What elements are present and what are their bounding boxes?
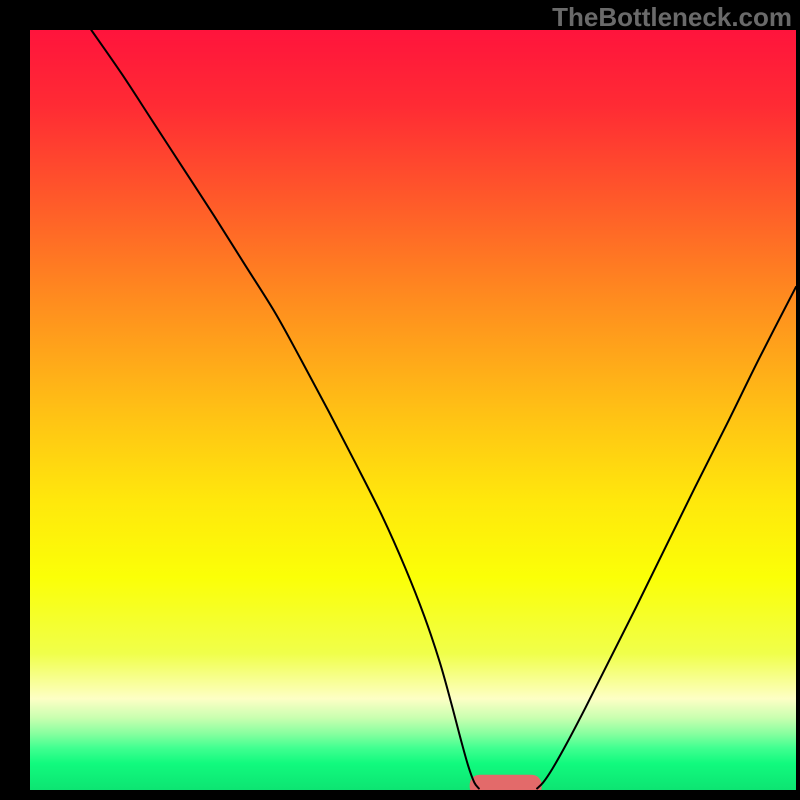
gradient-background bbox=[30, 30, 796, 790]
watermark-text: TheBottleneck.com bbox=[552, 2, 792, 33]
minimum-marker bbox=[470, 775, 542, 790]
plot-area bbox=[30, 30, 796, 790]
plot-svg bbox=[30, 30, 796, 790]
chart-container: TheBottleneck.com bbox=[0, 0, 800, 800]
